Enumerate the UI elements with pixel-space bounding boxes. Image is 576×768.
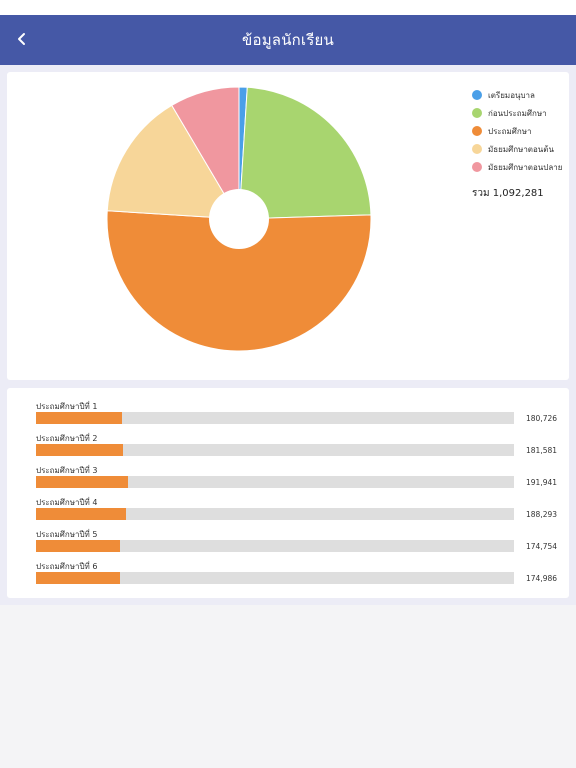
grade-bar-fill bbox=[36, 540, 120, 552]
grade-row: ประถมศึกษาปีที่ 2 181,581 bbox=[36, 432, 566, 462]
grade-value: 180,726 bbox=[526, 414, 558, 423]
grade-label: ประถมศึกษาปีที่ 2 bbox=[36, 434, 98, 443]
pie-slice[interactable] bbox=[238, 86, 372, 220]
total-count: รวม 1,092,281 bbox=[472, 188, 544, 199]
grade-bar-track bbox=[36, 444, 514, 456]
legend-swatch bbox=[472, 90, 482, 100]
grade-bar-track bbox=[36, 540, 514, 552]
grade-value: 181,581 bbox=[526, 446, 558, 455]
grade-bars-card: ประถมศึกษาปีที่ 1 180,726 ประถมศึกษาปีที่ … bbox=[7, 388, 569, 598]
grade-bar-fill bbox=[36, 572, 120, 584]
legend-item: มัธยมศึกษาตอนต้น bbox=[472, 140, 562, 158]
page-title: ข้อมูลนักเรียน bbox=[242, 31, 334, 49]
grade-label: ประถมศึกษาปีที่ 5 bbox=[36, 530, 98, 539]
grade-value: 174,986 bbox=[526, 574, 558, 583]
legend-item: ประถมศึกษา bbox=[472, 122, 562, 140]
legend-swatch bbox=[472, 108, 482, 118]
pie-slice[interactable] bbox=[106, 210, 372, 352]
grade-bar-fill bbox=[36, 508, 126, 520]
pie-slice[interactable] bbox=[171, 86, 240, 221]
legend-label: เตรียมอนุบาล bbox=[488, 90, 535, 100]
grade-label: ประถมศึกษาปีที่ 1 bbox=[36, 402, 98, 411]
grade-bar-fill bbox=[36, 476, 128, 488]
status-bar bbox=[0, 0, 576, 15]
grade-bar-fill bbox=[36, 412, 122, 424]
donut-hole bbox=[209, 189, 269, 249]
grade-label: ประถมศึกษาปีที่ 4 bbox=[36, 498, 98, 507]
back-button[interactable] bbox=[8, 25, 36, 55]
grade-bar-track bbox=[36, 412, 514, 424]
legend-item: ก่อนประถมศึกษา bbox=[472, 104, 562, 122]
grade-row: ประถมศึกษาปีที่ 4 188,293 bbox=[36, 496, 566, 526]
grade-bar-track bbox=[36, 508, 514, 520]
grade-row: ประถมศึกษาปีที่ 5 174,754 bbox=[36, 528, 566, 558]
grade-row: ประถมศึกษาปีที่ 6 174,986 bbox=[36, 560, 566, 590]
pie-chart bbox=[106, 86, 372, 352]
legend-swatch bbox=[472, 144, 482, 154]
grade-value: 191,941 bbox=[526, 478, 558, 487]
legend-label: มัธยมศึกษาตอนปลาย bbox=[488, 162, 563, 172]
legend-label: ก่อนประถมศึกษา bbox=[488, 108, 547, 118]
legend-swatch bbox=[472, 162, 482, 172]
grade-label: ประถมศึกษาปีที่ 6 bbox=[36, 562, 98, 571]
app-header: ข้อมูลนักเรียน bbox=[0, 15, 576, 65]
grade-bar-track bbox=[36, 476, 514, 488]
chart-card: เตรียมอนุบาลก่อนประถมศึกษาประถมศึกษามัธย… bbox=[7, 72, 569, 380]
chart-legend: เตรียมอนุบาลก่อนประถมศึกษาประถมศึกษามัธย… bbox=[472, 86, 562, 201]
pie-slice[interactable] bbox=[106, 104, 240, 220]
grade-row: ประถมศึกษาปีที่ 1 180,726 bbox=[36, 400, 566, 430]
legend-swatch bbox=[472, 126, 482, 136]
legend-item: มัธยมศึกษาตอนปลาย bbox=[472, 158, 562, 176]
grade-value: 174,754 bbox=[526, 542, 558, 551]
chevron-left-icon bbox=[16, 31, 28, 50]
legend-item: เตรียมอนุบาล bbox=[472, 86, 562, 104]
legend-label: ประถมศึกษา bbox=[488, 126, 532, 136]
grade-bar-track bbox=[36, 572, 514, 584]
legend-label: มัธยมศึกษาตอนต้น bbox=[488, 144, 554, 154]
grade-bar-fill bbox=[36, 444, 123, 456]
grade-value: 188,293 bbox=[526, 510, 558, 519]
grade-row: ประถมศึกษาปีที่ 3 191,941 bbox=[36, 464, 566, 494]
grade-label: ประถมศึกษาปีที่ 3 bbox=[36, 466, 98, 475]
